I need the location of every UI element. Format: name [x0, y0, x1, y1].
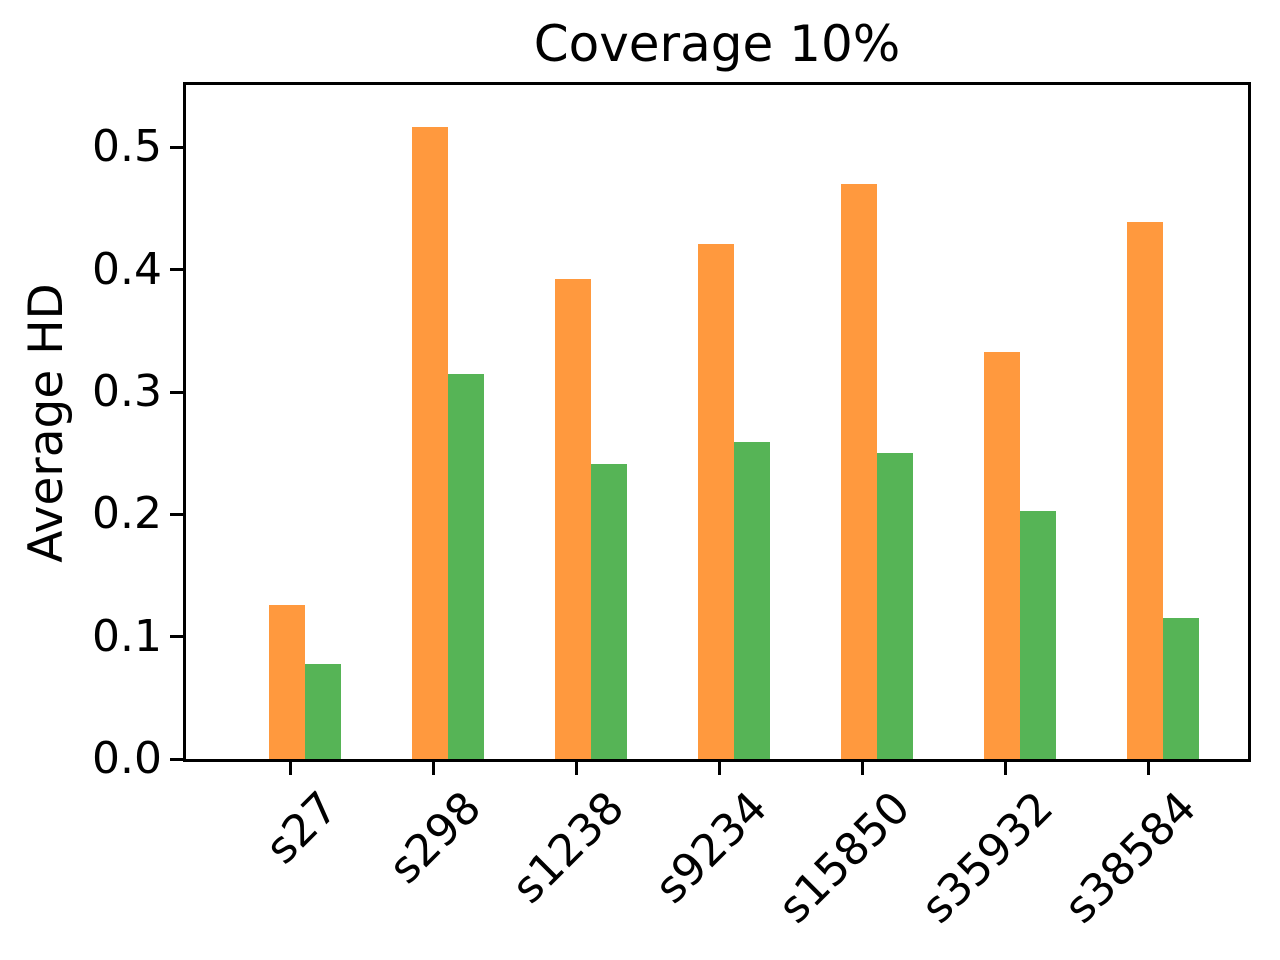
chart-title: Coverage 10%: [533, 15, 901, 73]
x-tick-mark-s298: [431, 761, 435, 775]
y-tick-label-0.1: 0.1: [92, 610, 162, 662]
bar-green-s38584: [1163, 618, 1199, 759]
bar-green-s15850: [877, 453, 913, 759]
x-tick-label-s27: s27: [256, 782, 349, 874]
y-tick-mark-0.4: [170, 268, 184, 272]
x-tick-mark-s1238: [574, 761, 578, 775]
x-tick-label-s38584: s38584: [1054, 782, 1207, 934]
bar-orange-s38584: [1127, 222, 1163, 759]
bar-green-s298: [448, 374, 484, 759]
y-tick-mark-0.1: [170, 635, 184, 639]
y-tick-mark-0.5: [170, 145, 184, 149]
x-tick-mark-s38584: [1146, 761, 1150, 775]
plot-area: [183, 82, 1251, 762]
bar-orange-s35932: [984, 352, 1020, 759]
bar-green-s27: [305, 664, 341, 759]
bar-orange-s27: [269, 605, 305, 759]
y-tick-label-0.5: 0.5: [92, 121, 162, 173]
x-tick-label-s15850: s15850: [768, 782, 921, 934]
y-tick-mark-0.3: [170, 390, 184, 394]
y-tick-label-0.3: 0.3: [92, 366, 162, 418]
bar-green-s9234: [734, 442, 770, 759]
bar-orange-s9234: [698, 244, 734, 759]
x-tick-mark-s15850: [860, 761, 864, 775]
y-tick-mark-0.2: [170, 512, 184, 516]
y-tick-label-0.4: 0.4: [92, 243, 162, 295]
x-tick-mark-s9234: [717, 761, 721, 775]
y-tick-label-0.0: 0.0: [92, 733, 162, 784]
x-tick-mark-s35932: [1003, 761, 1007, 775]
x-tick-mark-s27: [288, 761, 292, 775]
y-tick-mark-0.0: [170, 757, 184, 761]
bar-orange-s1238: [555, 279, 591, 759]
x-tick-label-s35932: s35932: [911, 782, 1064, 934]
bar-orange-s15850: [841, 184, 877, 759]
bar-green-s35932: [1020, 511, 1056, 759]
x-tick-label-s1238: s1238: [502, 782, 635, 914]
x-tick-label-s298: s298: [379, 782, 492, 894]
x-tick-label-s9234: s9234: [645, 782, 778, 914]
y-tick-label-0.2: 0.2: [92, 488, 162, 540]
bar-orange-s298: [412, 127, 448, 759]
bar-green-s1238: [591, 464, 627, 759]
